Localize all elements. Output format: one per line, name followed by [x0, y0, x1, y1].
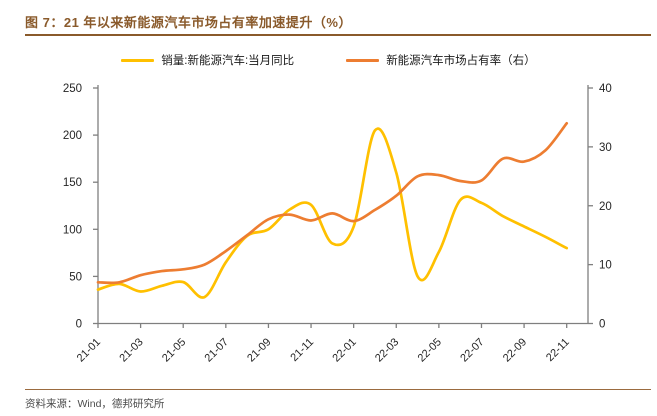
svg-text:21-07: 21-07 — [203, 336, 231, 364]
legend-label-market-share: 新能源汽车市场占有率（右） — [386, 55, 536, 67]
svg-text:22-07: 22-07 — [458, 336, 486, 364]
svg-text:21-03: 21-03 — [117, 336, 145, 364]
svg-text:200: 200 — [63, 130, 82, 142]
figure-title: 图 7：21 年以来新能源汽车市场占有率加速提升（%） — [25, 15, 352, 30]
title-separator-line — [25, 34, 651, 36]
svg-text:22-11: 22-11 — [544, 336, 572, 364]
legend-swatch-orange-line — [346, 58, 380, 62]
legend-item-sales-yoy: 销量:新能源汽车:当月同比 — [121, 52, 294, 68]
chart-legend: 销量:新能源汽车:当月同比 新能源汽车市场占有率（右） — [0, 52, 657, 68]
svg-text:21-11: 21-11 — [288, 336, 316, 364]
svg-text:20: 20 — [599, 201, 612, 213]
source-note: 资料来源：Wind，德邦研究所 — [25, 398, 165, 410]
svg-text:0: 0 — [76, 319, 82, 331]
svg-text:250: 250 — [63, 83, 82, 95]
svg-text:150: 150 — [63, 177, 82, 189]
legend-item-market-share: 新能源汽车市场占有率（右） — [346, 52, 536, 68]
svg-text:10: 10 — [599, 260, 612, 272]
svg-text:21-05: 21-05 — [160, 336, 188, 364]
legend-swatch-yellow-line — [121, 58, 155, 62]
footer-separator-line — [25, 389, 651, 390]
svg-text:100: 100 — [63, 224, 82, 236]
legend-label-sales-yoy: 销量:新能源汽车:当月同比 — [161, 55, 295, 67]
svg-text:22-09: 22-09 — [501, 336, 529, 364]
svg-text:22-05: 22-05 — [416, 336, 444, 364]
svg-text:22-03: 22-03 — [373, 336, 401, 364]
svg-text:50: 50 — [69, 271, 82, 283]
svg-text:21-09: 21-09 — [245, 336, 273, 364]
svg-text:40: 40 — [599, 83, 612, 95]
svg-text:30: 30 — [599, 142, 612, 154]
svg-text:22-01: 22-01 — [330, 336, 358, 364]
svg-text:21-01: 21-01 — [75, 336, 103, 364]
svg-text:0: 0 — [599, 319, 605, 331]
